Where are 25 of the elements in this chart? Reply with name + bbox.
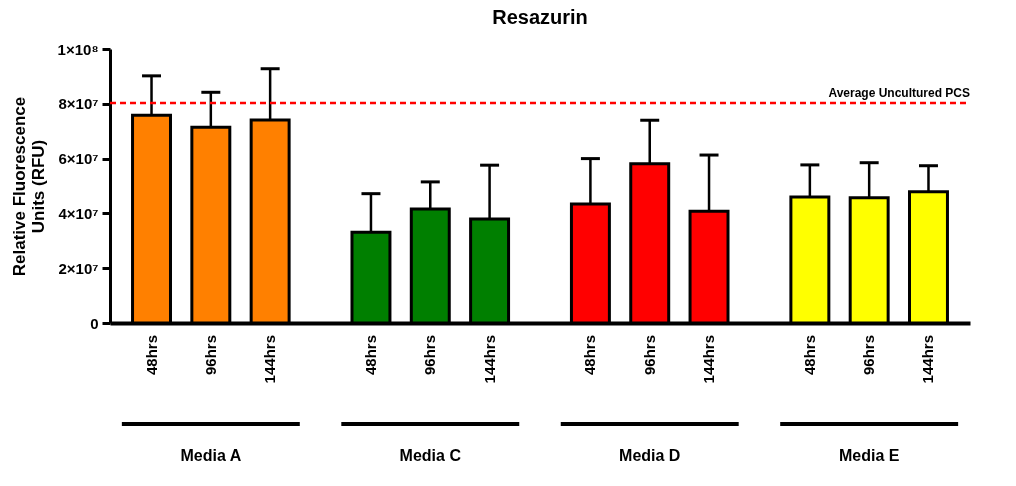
- y-axis-title: Relative Fluorescence Units (RFU): [9, 96, 48, 277]
- y-tick-label: 2×10⁷: [58, 259, 99, 277]
- text: Media E: [838, 447, 900, 464]
- x-tick-label: 144hrs: [261, 335, 279, 384]
- x-tick-label: 48hrs: [142, 335, 160, 376]
- y-tick-label: 0: [90, 314, 99, 332]
- y-tick-label: 4×10⁷: [58, 204, 99, 222]
- ref-line-label: Average Uncultured PCS: [828, 85, 970, 100]
- y-tick-label: 8×10⁷: [58, 95, 99, 113]
- x-tick-label: 96hrs: [860, 335, 878, 376]
- x-tick-label: 144hrs: [700, 335, 718, 384]
- chart-title: Resazurin: [492, 6, 588, 28]
- x-tick-label: 96hrs: [201, 335, 219, 376]
- x-tick-label: 144hrs: [919, 335, 937, 384]
- text: Media D: [619, 447, 681, 464]
- x-tick-label: 144hrs: [480, 335, 498, 384]
- y-tick-label: 6×10⁷: [58, 150, 99, 168]
- y-tick-label: 1×10⁸: [57, 40, 99, 58]
- x-tick-label: 96hrs: [421, 335, 439, 376]
- text: Media A: [180, 447, 242, 464]
- x-tick-label: 48hrs: [361, 335, 379, 376]
- x-tick-label: 96hrs: [640, 335, 658, 376]
- x-tick-label: 48hrs: [800, 335, 818, 376]
- text: Media C: [399, 447, 462, 464]
- x-tick-label: 48hrs: [581, 335, 599, 376]
